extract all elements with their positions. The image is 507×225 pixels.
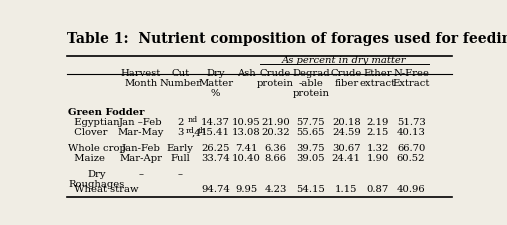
Text: 39.05: 39.05 [297,154,325,163]
Text: 13.08: 13.08 [232,128,261,137]
Text: Clover: Clover [68,128,107,137]
Text: Dry
Matter
%: Dry Matter % [198,69,233,98]
Text: 2.19: 2.19 [367,118,389,127]
Text: 2: 2 [177,118,184,127]
Text: Jan-Feb: Jan-Feb [122,144,160,153]
Text: Crude
protein: Crude protein [257,69,294,88]
Text: Table 1:  Nutrient composition of forages used for feeding crossbred cows: Table 1: Nutrient composition of forages… [67,32,507,46]
Text: Jan –Feb: Jan –Feb [119,118,163,127]
Text: 51.73: 51.73 [397,118,425,127]
Text: 57.75: 57.75 [297,118,325,127]
Text: 60.52: 60.52 [397,154,425,163]
Text: Early: Early [167,144,194,153]
Text: rd: rd [186,127,194,135]
Text: –: – [138,170,143,179]
Text: Mar-Apr: Mar-Apr [120,154,162,163]
Text: 24.59: 24.59 [332,128,360,137]
Text: 6.36: 6.36 [265,144,286,153]
Text: Maize: Maize [68,154,105,163]
Text: 20.18: 20.18 [332,118,360,127]
Text: Cut
Number: Cut Number [159,69,201,88]
Text: 40.13: 40.13 [396,128,425,137]
Text: Ether
extract: Ether extract [359,69,396,88]
Text: 4.23: 4.23 [264,185,287,194]
Text: Degrad
-able
protein: Degrad -able protein [292,69,330,98]
Text: 21.90: 21.90 [261,118,290,127]
Text: 33.74: 33.74 [201,154,230,163]
Text: Wheat straw: Wheat straw [68,185,138,194]
Text: ,4: ,4 [191,128,201,137]
Text: 26.25: 26.25 [201,144,230,153]
Text: Ash: Ash [237,69,256,78]
Text: 1.90: 1.90 [367,154,389,163]
Text: 0.87: 0.87 [367,185,389,194]
Text: nd: nd [188,116,197,124]
Text: –: – [178,170,183,179]
Text: Harvest
Month: Harvest Month [121,69,161,88]
Text: 39.75: 39.75 [297,144,325,153]
Text: Full: Full [170,154,190,163]
Text: 15.41: 15.41 [201,128,230,137]
Text: 8.66: 8.66 [265,154,286,163]
Text: 20.32: 20.32 [261,128,290,137]
Text: 9.95: 9.95 [235,185,257,194]
Text: 30.67: 30.67 [332,144,360,153]
Text: N-Free
Extract: N-Free Extract [392,69,430,88]
Text: 55.65: 55.65 [297,128,325,137]
Text: 7.41: 7.41 [235,144,258,153]
Text: 10.40: 10.40 [232,154,261,163]
Text: 66.70: 66.70 [397,144,425,153]
Text: 94.74: 94.74 [201,185,230,194]
Text: 24.41: 24.41 [332,154,361,163]
Text: 2.15: 2.15 [367,128,389,137]
Text: 54.15: 54.15 [297,185,325,194]
Text: Egyptian: Egyptian [68,118,120,127]
Text: Mar-May: Mar-May [118,128,164,137]
Text: th: th [198,127,206,135]
Text: 1.15: 1.15 [335,185,357,194]
Text: 3: 3 [177,128,184,137]
Text: As percent in dry matter: As percent in dry matter [282,56,407,65]
Text: Dry
Roughages: Dry Roughages [68,170,124,189]
Text: 10.95: 10.95 [232,118,261,127]
Text: Green Fodder: Green Fodder [68,108,144,117]
Text: 40.96: 40.96 [397,185,425,194]
Text: 1.32: 1.32 [367,144,389,153]
Text: Whole crop: Whole crop [68,144,126,153]
Text: 14.37: 14.37 [201,118,230,127]
Text: Crude
fiber: Crude fiber [331,69,362,88]
